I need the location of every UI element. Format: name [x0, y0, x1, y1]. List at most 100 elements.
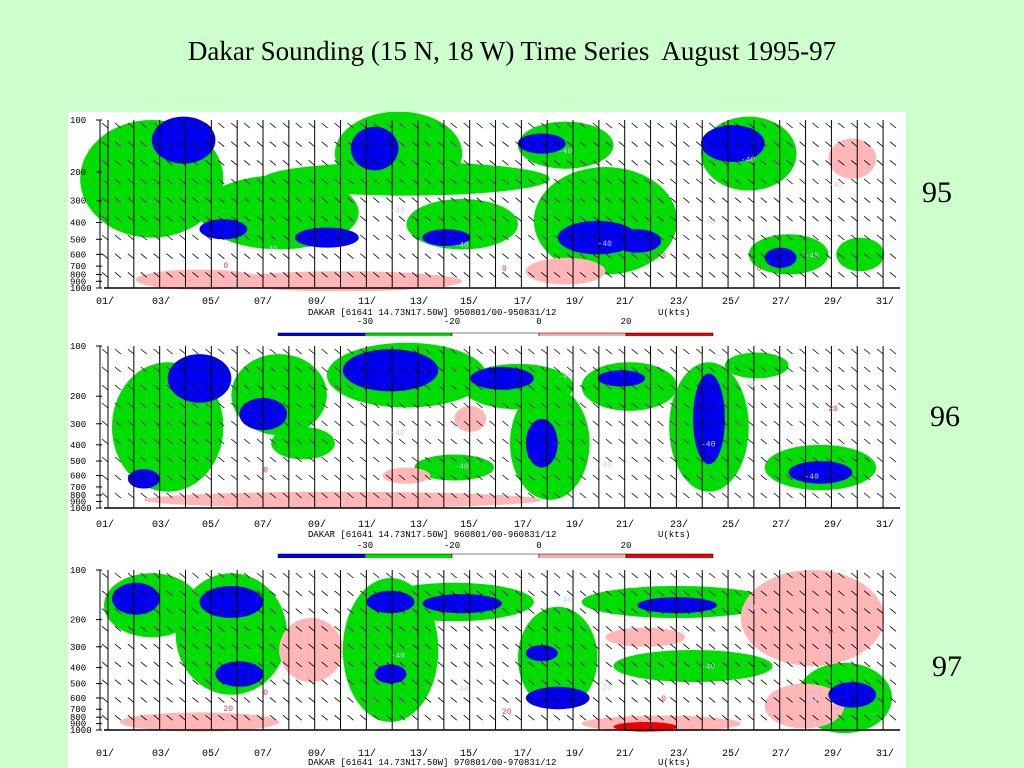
wind-barb	[812, 272, 819, 278]
wind-barb	[450, 697, 458, 703]
contour-label: -40	[804, 695, 819, 704]
wind-barb	[657, 366, 664, 373]
wind-barb	[605, 661, 613, 668]
wind-barb	[295, 348, 303, 355]
wind-barb	[515, 348, 522, 355]
wind-barb	[502, 197, 509, 203]
wind-barb	[295, 714, 303, 721]
x-tick-label: 15/	[460, 519, 478, 531]
wind-barb	[360, 216, 367, 222]
wind-barb	[579, 679, 587, 685]
wind-barb	[218, 714, 225, 721]
contour-region-green	[263, 162, 550, 196]
wind-barb	[192, 160, 199, 166]
wind-barb	[863, 626, 871, 632]
wind-barb	[889, 366, 897, 373]
wind-barb	[579, 197, 587, 203]
wind-barb	[850, 178, 858, 185]
wind-barb	[605, 572, 613, 579]
wind-barb	[618, 384, 625, 391]
wind-barb	[515, 697, 522, 703]
wind-barb	[269, 492, 277, 499]
wind-barb	[631, 590, 638, 597]
wind-barb	[695, 714, 703, 721]
wind-barb	[657, 714, 664, 721]
wind-barb	[269, 402, 277, 409]
wind-barb	[579, 122, 587, 129]
wind-barb	[631, 216, 638, 222]
wind-barb	[695, 474, 703, 481]
wind-barb	[476, 626, 483, 632]
wind-barb	[398, 141, 406, 147]
wind-barb	[114, 160, 122, 166]
wind-barb	[540, 178, 548, 185]
wind-barb	[618, 643, 625, 650]
wind-barb	[243, 661, 251, 668]
wind-barb	[683, 366, 690, 373]
wind-barb	[218, 197, 225, 203]
wind-barb	[192, 178, 199, 185]
color-scale-label: -30	[357, 541, 373, 551]
y-tick-label: 200	[70, 616, 86, 626]
wind-barb	[695, 160, 703, 166]
wind-barb	[295, 438, 303, 445]
wind-barb	[773, 679, 780, 685]
wind-barb	[347, 456, 354, 463]
wind-barb	[282, 366, 290, 373]
wind-barb	[760, 679, 768, 685]
wind-barb	[540, 697, 548, 703]
x-tick-label: 15/	[460, 748, 478, 760]
wind-barb	[605, 348, 613, 355]
wind-barb	[373, 661, 380, 668]
wind-barb	[502, 643, 509, 650]
contour-region-blue	[525, 418, 558, 468]
wind-barb	[179, 492, 186, 499]
wind-barb	[850, 384, 858, 391]
wind-barb	[812, 474, 819, 481]
wind-barb	[540, 492, 548, 499]
wind-barb	[385, 178, 393, 185]
wind-barb	[476, 253, 483, 259]
wind-barb	[114, 679, 122, 685]
wind-barb	[334, 160, 341, 166]
wind-barb	[515, 626, 522, 632]
wind-barb	[721, 402, 729, 409]
wind-barb	[230, 253, 238, 259]
wind-barb	[205, 456, 212, 463]
wind-barb	[179, 643, 186, 650]
wind-barb	[140, 626, 148, 632]
wind-barb	[863, 474, 871, 481]
contour-region-blue	[788, 461, 853, 484]
wind-barb	[269, 253, 277, 259]
wind-barb	[540, 234, 548, 241]
wind-barb	[786, 456, 793, 463]
wind-barb	[734, 643, 742, 650]
color-scale-label: 0	[536, 317, 541, 327]
wind-barb	[618, 216, 625, 222]
wind-barb	[153, 492, 160, 499]
wind-barb	[760, 122, 768, 129]
wind-barb	[605, 420, 613, 427]
wind-barb	[321, 253, 328, 259]
wind-barb	[489, 626, 496, 632]
wind-barb	[683, 348, 690, 355]
wind-barb	[192, 643, 199, 650]
wind-barb	[373, 141, 380, 147]
wind-barb	[502, 456, 509, 463]
wind-barb	[360, 253, 367, 259]
wind-barb	[282, 608, 290, 614]
wind-barb	[540, 572, 548, 579]
wind-barb	[670, 253, 677, 259]
wind-barb	[502, 474, 509, 481]
wind-barb	[695, 626, 703, 632]
wind-barb	[786, 234, 793, 241]
y-tick-label: 600	[70, 472, 86, 482]
wind-barb	[760, 402, 768, 409]
wind-barb	[205, 384, 212, 391]
wind-barb	[566, 420, 574, 427]
wind-barb	[863, 572, 871, 579]
wind-barb	[282, 438, 290, 445]
wind-barb	[838, 216, 845, 222]
wind-barb	[760, 253, 768, 259]
wind-barb	[812, 714, 819, 721]
